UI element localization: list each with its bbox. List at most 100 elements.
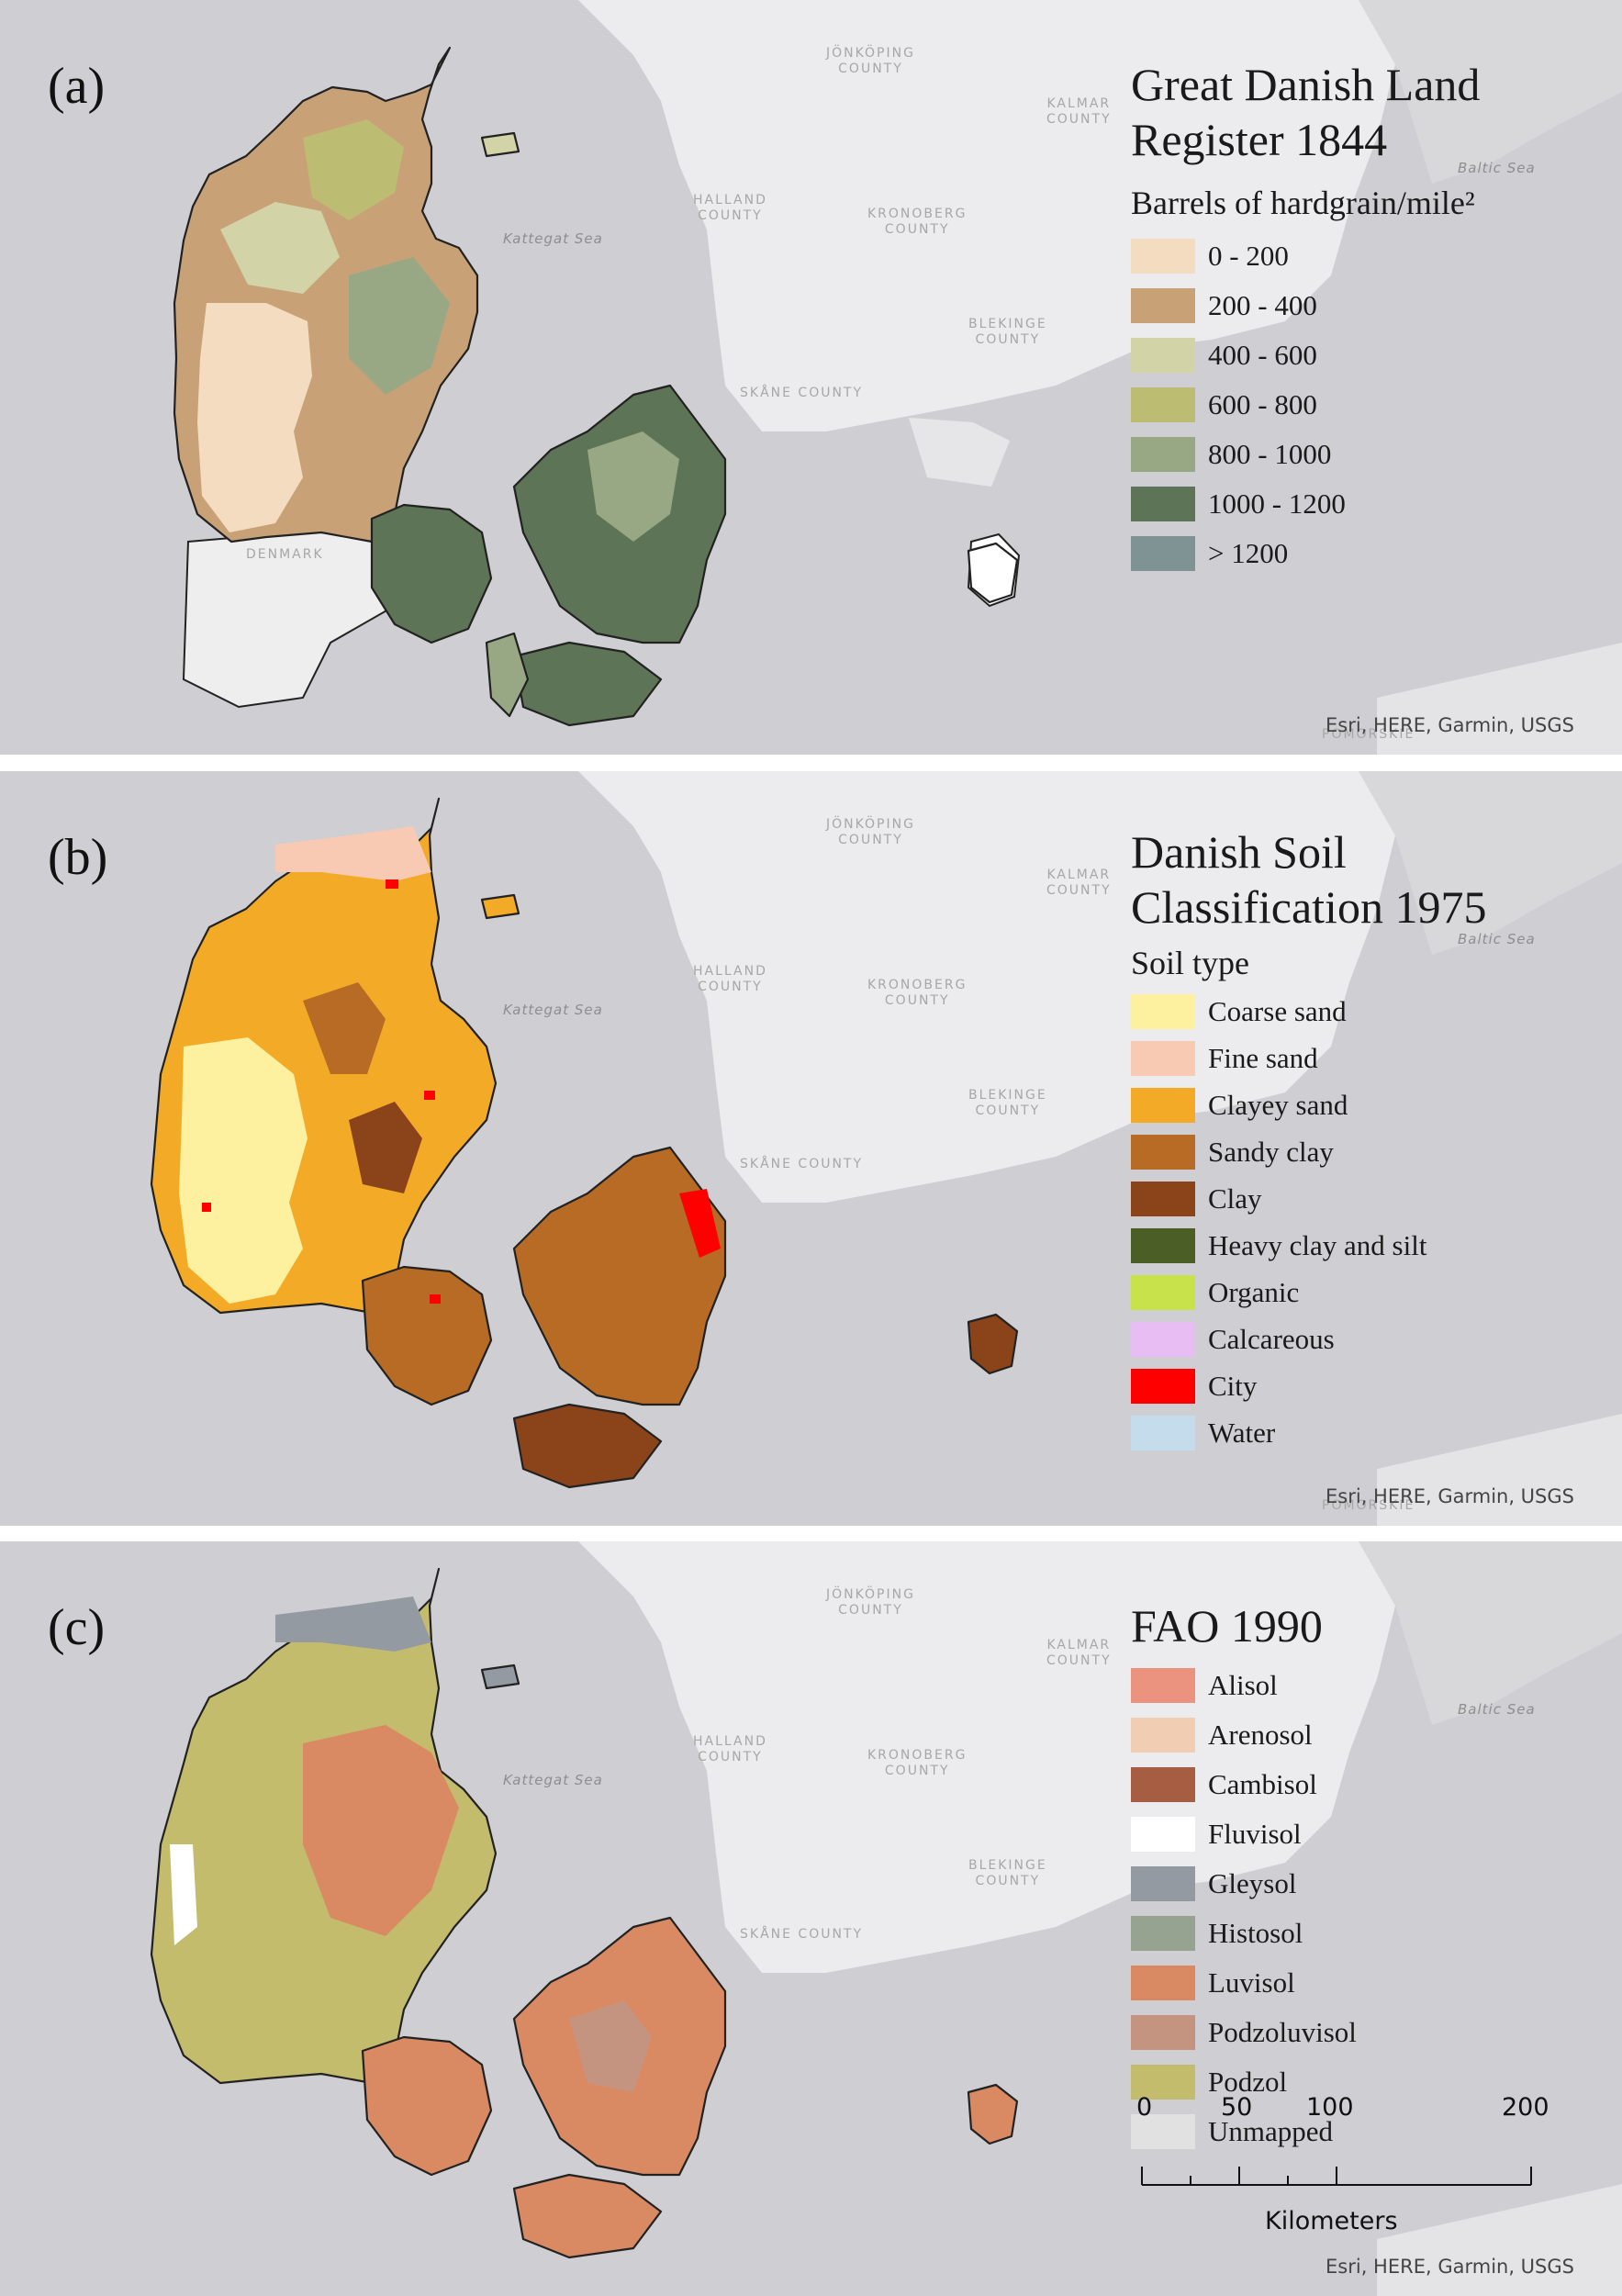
legend-swatch	[1131, 1718, 1195, 1753]
legend-label: Sandy clay	[1208, 1135, 1334, 1168]
legend-swatch	[1131, 1181, 1195, 1216]
legend-item: 800 - 1000	[1131, 430, 1608, 479]
map-label-text: COUNTY	[838, 62, 903, 76]
legend-label: Luvisol	[1208, 1966, 1295, 1999]
legend-swatch	[1131, 239, 1195, 274]
scale-tick-label: 200	[1502, 2093, 1549, 2122]
map-label-baltic: Baltic Sea	[1458, 1701, 1536, 1718]
legend-label: 200 - 400	[1208, 289, 1317, 321]
map-label-text: BLEKINGE	[968, 1858, 1047, 1873]
map-label-text: COUNTY	[975, 332, 1041, 347]
legend-item: Alisol	[1131, 1661, 1608, 1710]
map-label-kronoberg: KRONOBERG COUNTY	[867, 207, 967, 238]
legend-label: 1000 - 1200	[1208, 487, 1346, 520]
scale-unit: Kilometers	[1265, 2207, 1398, 2235]
scale-tick-label: 0	[1136, 2093, 1153, 2122]
legend-label: > 1200	[1208, 537, 1289, 569]
legend-title-line2: Classification 1975	[1131, 881, 1487, 933]
map-panel-a: JÖNKÖPING COUNTY KALMAR COUNTY HALLAND COUN…	[0, 0, 1622, 755]
legend-swatch	[1131, 1767, 1195, 1802]
legend-swatch	[1131, 1321, 1195, 1357]
attribution: Esri, HERE, Garmin, USGS	[1326, 1485, 1574, 1507]
legend-item: Fluvisol	[1131, 1809, 1608, 1859]
map-label-text: COUNTY	[698, 1750, 763, 1764]
legend-item: 0 - 200	[1131, 231, 1608, 281]
legend-item: Clayey sand	[1131, 1081, 1608, 1128]
map-label-skane: SKÅNE COUNTY	[740, 386, 864, 400]
map-label-text: KALMAR	[1046, 868, 1112, 882]
legend-swatch	[1131, 1274, 1195, 1310]
map-label-blekinge: BLEKINGE COUNTY	[968, 1858, 1047, 1889]
legend-item: Podzoluvisol	[1131, 2008, 1608, 2057]
legend-label: Arenosol	[1208, 1719, 1313, 1751]
basemap	[0, 771, 1622, 1526]
map-label-kalmar: KALMAR COUNTY	[1046, 1638, 1112, 1669]
map-label-text: JÖNKÖPING	[826, 46, 915, 61]
map-label-text: JÖNKÖPING	[826, 817, 915, 832]
map-label-text: COUNTY	[838, 833, 903, 847]
legend-label: Clayey sand	[1208, 1088, 1348, 1121]
legend-swatch	[1131, 1040, 1195, 1076]
scale-bar-line	[1141, 2167, 1532, 2186]
legend-subtitle: Barrels of hardgrain/mile²	[1131, 185, 1475, 221]
map-label-halland: HALLAND COUNTY	[693, 1734, 767, 1765]
map-panel-c: JÖNKÖPING COUNTY KALMAR COUNTY HALLAND COUN…	[0, 1541, 1622, 2296]
legend-item: Organic	[1131, 1269, 1608, 1316]
legend-label: Clay	[1208, 1182, 1262, 1215]
map-label-pomorskie: POMORSKIE	[1322, 1498, 1415, 1514]
legend-label: Podzoluvisol	[1208, 2016, 1357, 2048]
map-label-kalmar: KALMAR COUNTY	[1046, 96, 1112, 128]
legend-label: Fine sand	[1208, 1041, 1318, 1074]
legend-item: Gleysol	[1131, 1859, 1608, 1909]
scale-tick-label: 100	[1306, 2093, 1354, 2122]
map-label-text: COUNTY	[975, 1103, 1041, 1118]
map-label-text: HALLAND	[693, 1734, 767, 1749]
map-label-pomorskie: POMORSKIE	[1322, 727, 1415, 743]
legend-item: Arenosol	[1131, 1710, 1608, 1760]
map-label-blekinge: BLEKINGE COUNTY	[968, 1088, 1047, 1119]
map-label-text: COUNTY	[698, 208, 763, 223]
legend-swatch	[1131, 487, 1195, 521]
legend-swatch	[1131, 1087, 1195, 1123]
map-label-text: COUNTY	[1046, 883, 1112, 898]
legend-title-line1: Great Danish Land	[1131, 59, 1481, 110]
scale-bar: 0 50 100 200 Kilometers	[1136, 2093, 1549, 2277]
legend-title: FAO 1990	[1131, 1600, 1323, 1652]
map-label-text: COUNTY	[1046, 112, 1112, 127]
legend-items: Alisol Arenosol Cambisol Fluvisol Gleysol His…	[1131, 1661, 1608, 2156]
legend-item: Coarse sand	[1131, 988, 1608, 1035]
legend-title: Danish Soil Classification 1975	[1131, 824, 1608, 935]
legend-item: > 1200	[1131, 529, 1608, 578]
basemap	[0, 0, 1622, 755]
map-label-skane: SKÅNE COUNTY	[740, 1157, 864, 1171]
map-label-text: COUNTY	[1046, 1653, 1112, 1668]
map-label-blekinge: BLEKINGE COUNTY	[968, 317, 1047, 348]
map-label-halland: HALLAND COUNTY	[693, 193, 767, 224]
map-label-halland: HALLAND COUNTY	[693, 964, 767, 995]
legend-item: Luvisol	[1131, 1958, 1608, 2008]
legend-label: 400 - 600	[1208, 339, 1317, 371]
panel-letter: (b)	[48, 829, 108, 886]
legend-label: Organic	[1208, 1275, 1300, 1308]
legend-title-line1: Danish Soil	[1131, 826, 1347, 878]
legend-swatch	[1131, 288, 1195, 323]
legend-label: Water	[1208, 1416, 1276, 1449]
panel-letter: (c)	[48, 1599, 106, 1656]
legend-label: Fluvisol	[1208, 1818, 1302, 1850]
map-label-kattegat: Kattegat Sea	[503, 230, 603, 247]
legend-swatch	[1131, 338, 1195, 373]
map-label-text: COUNTY	[884, 1764, 950, 1778]
legend-item: Water	[1131, 1409, 1608, 1456]
legend-label: Coarse sand	[1208, 994, 1347, 1027]
legend-swatch	[1131, 1134, 1195, 1170]
attribution: Esri, HERE, Garmin, USGS	[1326, 714, 1574, 736]
legend-swatch	[1131, 2015, 1195, 2050]
legend-label: City	[1208, 1369, 1258, 1402]
map-label-kattegat: Kattegat Sea	[503, 1002, 603, 1018]
basemap	[0, 1541, 1622, 2296]
legend-swatch	[1131, 1415, 1195, 1450]
legend-item: Unmapped	[1131, 2107, 1608, 2156]
map-label-jonkoping: JÖNKÖPING COUNTY	[826, 46, 915, 77]
map-label-text: KRONOBERG	[867, 207, 968, 221]
legend-item: 200 - 400	[1131, 281, 1608, 330]
